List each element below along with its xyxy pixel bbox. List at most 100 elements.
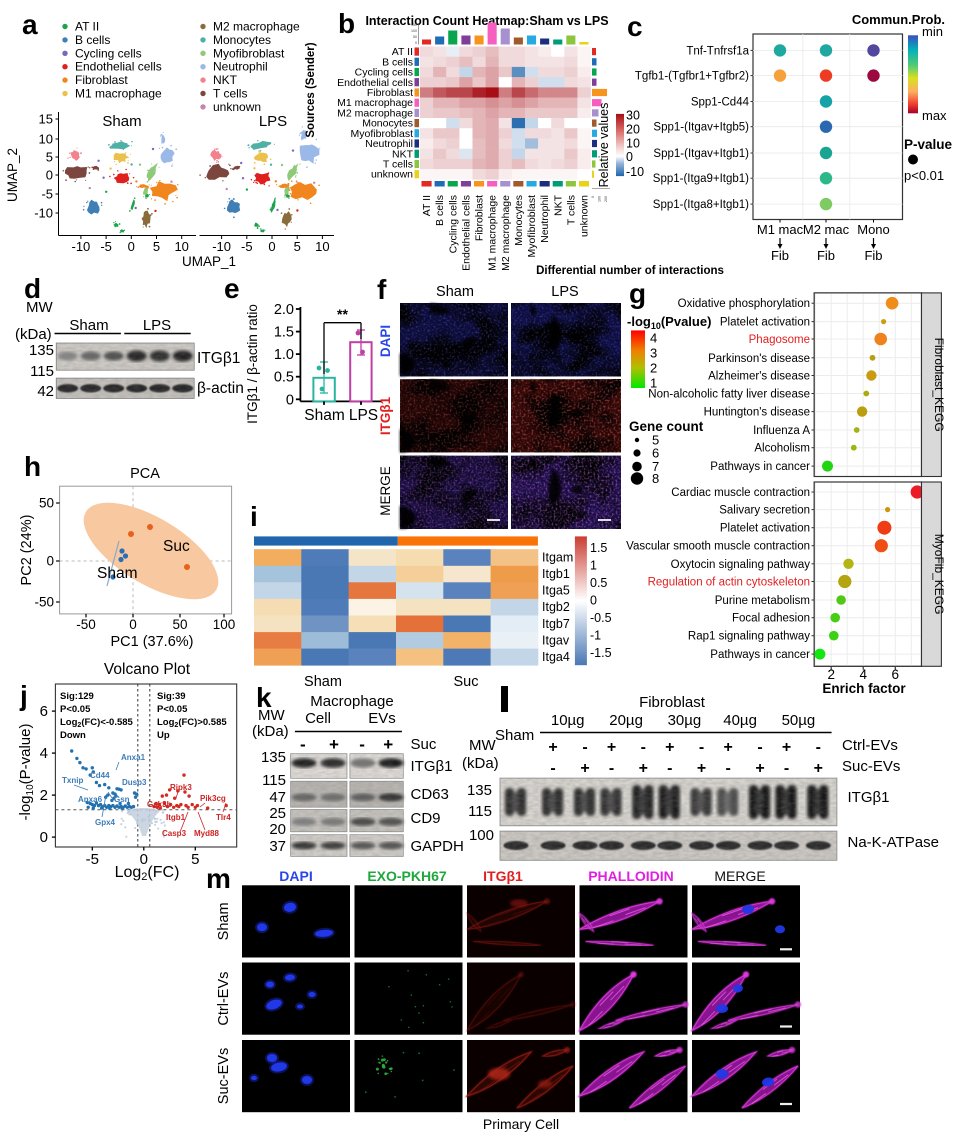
svg-text:-50: -50 — [76, 617, 96, 632]
svg-text:15: 15 — [39, 112, 53, 127]
svg-text:MyoFib_KEGG: MyoFib_KEGG — [932, 534, 946, 615]
svg-text:Alzheimer's disease: Alzheimer's disease — [708, 371, 810, 383]
svg-text:Alcoholism: Alcoholism — [754, 443, 810, 455]
svg-text:LPS: LPS — [349, 407, 378, 424]
svg-text:-1.5: -1.5 — [590, 646, 612, 660]
svg-text:-: - — [816, 739, 821, 756]
svg-text:Itga4: Itga4 — [542, 650, 570, 664]
svg-text:-10: -10 — [212, 239, 231, 254]
svg-text:Differential number of interac: Differential number of interactions — [536, 265, 724, 277]
svg-text:-: - — [582, 739, 587, 756]
svg-text:0: 0 — [140, 851, 148, 868]
svg-text:Purine metabolism: Purine metabolism — [715, 595, 810, 607]
svg-text:e: e — [224, 273, 240, 304]
svg-text:20: 20 — [626, 122, 640, 136]
svg-text:Pik3cg: Pik3cg — [200, 794, 226, 803]
svg-text:Itgb7: Itgb7 — [542, 617, 570, 631]
svg-text:Suc-EVs: Suc-EVs — [216, 1048, 232, 1104]
svg-text:LPS: LPS — [551, 284, 578, 300]
svg-text:5: 5 — [153, 239, 160, 254]
svg-text:min: min — [922, 24, 943, 39]
svg-text:Itgav: Itgav — [542, 633, 570, 647]
svg-text:T cells: T cells — [213, 87, 247, 101]
svg-text:Myofibroblast: Myofibroblast — [526, 195, 538, 258]
svg-text:Down: Down — [60, 730, 86, 741]
svg-text:Regulation of actin cytoskelet: Regulation of actin cytoskeleton — [648, 577, 810, 589]
svg-text:0: 0 — [286, 392, 294, 408]
svg-text:5: 5 — [652, 433, 659, 448]
svg-text:30: 30 — [626, 108, 640, 122]
svg-text:47: 47 — [269, 789, 286, 806]
svg-text:10: 10 — [315, 239, 329, 254]
svg-text:Endothelial cells: Endothelial cells — [460, 195, 472, 271]
svg-text:MW: MW — [258, 707, 285, 724]
svg-text:Gpx4: Gpx4 — [95, 818, 116, 827]
svg-text:a: a — [22, 9, 38, 40]
svg-text:-: - — [609, 760, 614, 777]
svg-text:Fib: Fib — [864, 248, 882, 263]
svg-text:PCA: PCA — [130, 466, 160, 482]
svg-text:p<0.01: p<0.01 — [904, 168, 944, 183]
svg-text:Gsn: Gsn — [114, 795, 130, 804]
svg-text:100: 100 — [469, 827, 494, 844]
svg-text:Itgb1: Itgb1 — [542, 567, 570, 581]
svg-text:20: 20 — [269, 821, 286, 838]
svg-text:d: d — [24, 273, 41, 304]
svg-text:0.5: 0.5 — [274, 370, 294, 386]
svg-text:Log2(FC)<-0.585: Log2(FC)<-0.585 — [60, 717, 134, 729]
svg-text:Rap1 signaling pathway: Rap1 signaling pathway — [688, 631, 810, 643]
svg-text:PC2 (24%): PC2 (24%) — [19, 515, 35, 586]
svg-text:Monocytes: Monocytes — [213, 33, 271, 47]
svg-text:Oxytocin signaling pathway: Oxytocin signaling pathway — [671, 559, 811, 571]
svg-text:Fibroblast: Fibroblast — [367, 87, 413, 99]
svg-text:Myd88: Myd88 — [194, 829, 219, 838]
svg-text:1: 1 — [650, 376, 657, 391]
svg-text:Fibroblast: Fibroblast — [75, 73, 128, 87]
svg-text:50: 50 — [172, 617, 187, 632]
svg-text:0.5: 0.5 — [590, 576, 607, 590]
svg-text:+: + — [639, 760, 648, 777]
svg-text:100: 100 — [411, 29, 417, 33]
svg-text:1.0: 1.0 — [274, 347, 294, 363]
svg-text:LPS: LPS — [259, 113, 287, 130]
svg-text:ITGβ1: ITGβ1 — [197, 350, 240, 367]
svg-text:Non-alcoholic fatty liver dise: Non-alcoholic fatty liver disease — [648, 389, 810, 401]
svg-text:Neutrophil: Neutrophil — [539, 195, 551, 243]
svg-text:20µg: 20µg — [609, 712, 643, 729]
svg-text:Txnip: Txnip — [62, 776, 83, 785]
svg-text:+: + — [665, 739, 674, 756]
svg-text:Volcano Plot: Volcano Plot — [104, 661, 191, 678]
svg-text:ITGβ1 / β-actin ratio: ITGβ1 / β-actin ratio — [245, 304, 260, 424]
svg-text:P-value: P-value — [904, 137, 953, 152]
svg-text:Suc: Suc — [163, 538, 190, 555]
svg-text:MERGE: MERGE — [714, 868, 765, 884]
svg-text:+: + — [755, 760, 764, 777]
svg-text:Fibroblast: Fibroblast — [639, 694, 706, 711]
svg-text:M1 macrophage: M1 macrophage — [337, 97, 413, 109]
svg-text:AT II: AT II — [392, 46, 413, 58]
svg-text:B cells: B cells — [382, 56, 413, 68]
svg-text:DAPI: DAPI — [279, 868, 312, 884]
svg-text:Relative values: Relative values — [597, 103, 611, 188]
svg-text:135: 135 — [467, 782, 492, 799]
svg-text:MW: MW — [26, 299, 53, 316]
svg-text:Log2(FC)>0.585: Log2(FC)>0.585 — [157, 717, 227, 729]
svg-text:Suc: Suc — [411, 736, 437, 753]
svg-text:100: 100 — [213, 617, 236, 632]
svg-text:5: 5 — [294, 239, 301, 254]
svg-text:Sham: Sham — [304, 407, 345, 424]
svg-text:M1 macrophage: M1 macrophage — [487, 195, 499, 271]
svg-text:1: 1 — [590, 559, 597, 573]
svg-text:0: 0 — [591, 196, 595, 198]
svg-text:Tgfb1-(Tgfbr1+Tgfbr2): Tgfb1-(Tgfbr1+Tgfbr2) — [635, 71, 749, 83]
svg-text:135: 135 — [261, 749, 286, 766]
svg-text:150: 150 — [411, 23, 417, 27]
svg-text:Spp1-(Itgav+Itgb1): Spp1-(Itgav+Itgb1) — [653, 148, 749, 160]
svg-text:Sham: Sham — [436, 284, 474, 300]
svg-text:Influenza A: Influenza A — [753, 425, 810, 437]
svg-text:Itga5: Itga5 — [542, 584, 570, 598]
svg-text:Fib: Fib — [771, 248, 789, 263]
svg-text:Cycling cells: Cycling cells — [355, 67, 413, 79]
svg-text:EVs: EVs — [368, 710, 396, 727]
svg-text:135: 135 — [29, 342, 54, 359]
